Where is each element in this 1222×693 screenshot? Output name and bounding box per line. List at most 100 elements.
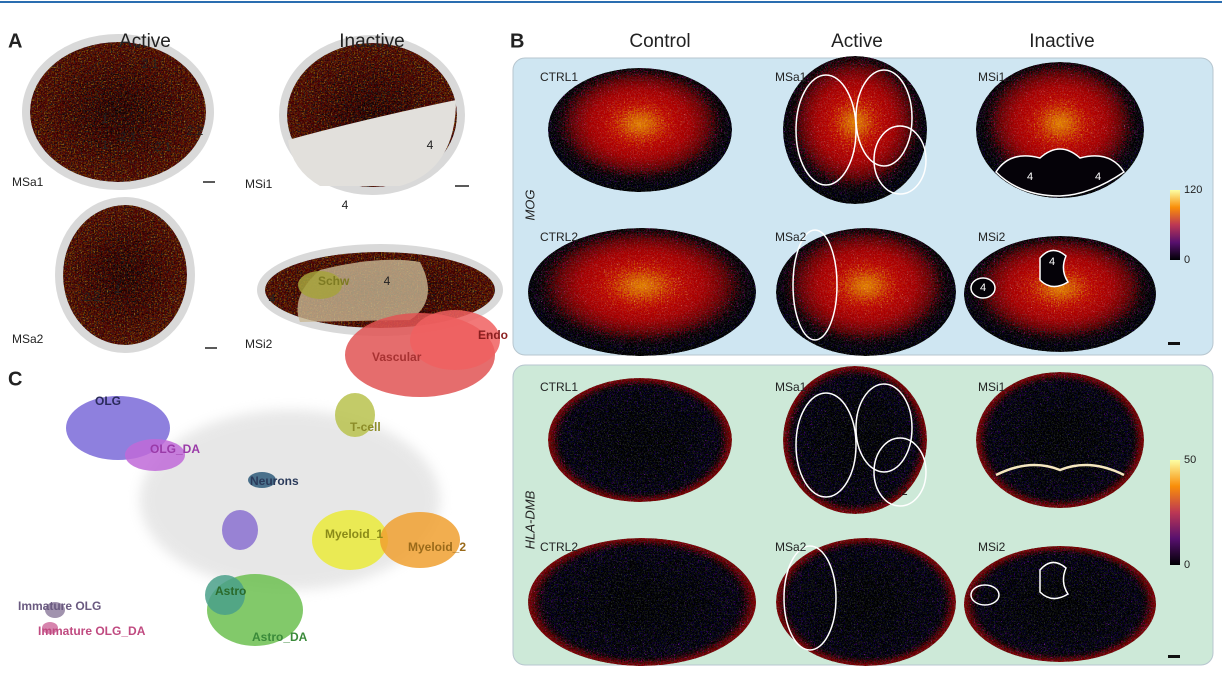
lesion-outline [873, 125, 927, 195]
cluster-label: Astro_DA [252, 630, 308, 644]
spatial-map [776, 538, 956, 666]
region-label: 4 [1027, 171, 1033, 183]
lesion-outline [995, 463, 1125, 477]
lesion-dark [995, 148, 1126, 197]
spatial-map [964, 546, 1156, 662]
gene-label: MOG [522, 189, 537, 220]
colorbar [1170, 190, 1180, 260]
sample-label: MSi1 [978, 380, 1006, 394]
cluster-blob [222, 510, 258, 550]
sample-label: MSa1 [775, 380, 807, 394]
sample-label: MSa1 [12, 175, 44, 189]
cluster-blob [298, 271, 342, 299]
lesion-outline [873, 437, 927, 507]
cluster-blob [248, 472, 276, 488]
region-label: 2.1 [155, 140, 172, 154]
cluster-blob [42, 622, 58, 634]
sample-label: CTRL2 [540, 230, 578, 244]
region-label: 4 [427, 138, 434, 152]
cluster-label: Schw [318, 274, 350, 288]
sample-label: MSa2 [775, 230, 807, 244]
cluster-blob [205, 575, 245, 615]
cluster-label: Neurons [250, 474, 299, 488]
spatial-map [548, 378, 732, 502]
colorbar [1170, 460, 1180, 565]
region-label: 4 [1095, 171, 1101, 183]
spatial-map [776, 228, 956, 356]
sample-label: CTRL1 [540, 70, 578, 84]
cluster-label: Myeloid_1 [325, 527, 383, 541]
cluster-blob [380, 512, 460, 568]
sample-label: MSi2 [978, 540, 1006, 554]
lesion-outline [783, 545, 837, 651]
spatial-map [528, 538, 756, 666]
sample-label: MSi2 [978, 230, 1006, 244]
region-label: 1 [115, 282, 122, 296]
shapes [22, 34, 1180, 666]
lesion-outline [1039, 249, 1070, 288]
region-label: 1 [102, 112, 109, 126]
column-header: Control [629, 31, 690, 52]
column-header: Inactive [339, 31, 404, 52]
spatial-map [528, 228, 756, 356]
tissue-section [30, 42, 206, 182]
point-cloud [140, 410, 440, 590]
tissue-section [63, 205, 187, 345]
gene-label: HLA-DMB [522, 490, 537, 549]
spatial-map [783, 56, 927, 204]
region-label: 1 [819, 486, 825, 498]
sample-label: MSa2 [12, 332, 44, 346]
cluster-blob [125, 439, 185, 471]
lesion-outline [795, 74, 857, 186]
unstained-area [288, 100, 456, 186]
region-label: 2.2 [187, 124, 204, 138]
lesion-outline [1039, 561, 1070, 600]
sample-label: CTRL2 [540, 540, 578, 554]
sample-label: MSi1 [978, 70, 1006, 84]
cluster-label: Immature OLG [18, 599, 101, 613]
panel-label: A [8, 30, 22, 52]
column-header: Active [119, 31, 171, 52]
labels: A Active Inactive MSa1 2.1 1 2.1 2.2 1 2.1 MSa2 2.2… [8, 30, 1202, 644]
region-label: 4 [980, 282, 986, 294]
sample-label: MSi1 [245, 177, 273, 191]
sample-label: MSa1 [775, 70, 807, 84]
region-label: 2.2 [800, 582, 815, 594]
cluster-blob [45, 602, 65, 618]
cluster-label: Endo [478, 328, 508, 342]
lesion-outline [970, 277, 996, 299]
region-label: 2.1 [120, 130, 137, 144]
spatial-map [548, 68, 732, 192]
cluster-label: T-cell [350, 420, 381, 434]
panel-label: C [8, 368, 22, 390]
colorbar-label: 120 [1184, 184, 1202, 196]
region-label: 4 [269, 292, 276, 306]
cluster-label: Vascular [372, 350, 422, 364]
colorbar-label: 0 [1184, 559, 1190, 571]
region-label: 4 [1049, 256, 1055, 268]
cluster-label: Myeloid_2 [408, 540, 466, 554]
colorbar-label: 0 [1184, 254, 1190, 266]
lesion-outline [792, 229, 838, 341]
cluster-label: OLG [95, 394, 121, 408]
sample-label: CTRL1 [540, 380, 578, 394]
lesion-outline [855, 69, 913, 167]
cluster-label: Immature OLG_DA [38, 624, 146, 638]
column-header: Active [831, 31, 883, 52]
region-label: 2.2 [84, 290, 101, 304]
sample-label: MSi2 [245, 337, 273, 351]
spatial-map [976, 372, 1144, 508]
colorbar-label: 50 [1184, 454, 1196, 466]
region-label: 1 [102, 138, 109, 152]
region-label: 4 [342, 198, 349, 212]
spatial-map [964, 236, 1156, 352]
cluster-blob [312, 510, 388, 570]
region-label: 2.1 [870, 417, 885, 429]
column-header: Inactive [1029, 31, 1094, 52]
region-label: 4 [384, 274, 391, 288]
region-label: 1 [827, 426, 833, 438]
cluster-blob [335, 393, 375, 437]
panel-label: B [510, 30, 524, 52]
